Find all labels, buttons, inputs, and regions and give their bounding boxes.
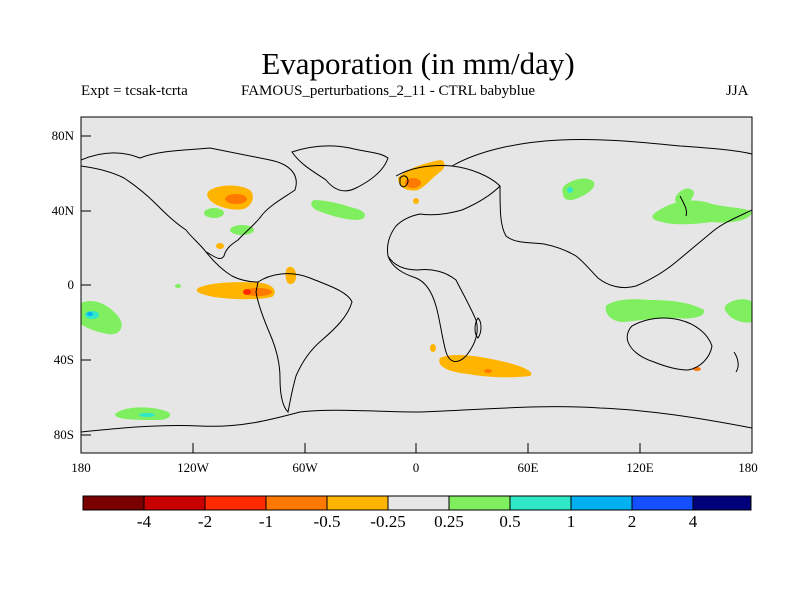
lat-label-0: 0 xyxy=(67,277,75,292)
colorbar-swatch-4 xyxy=(265,495,328,511)
anomaly-brazil-orange xyxy=(285,266,297,285)
coast-greenland xyxy=(291,145,389,192)
lat-label-40n: 40N xyxy=(51,203,74,218)
anomaly-nw-atlantic-green-small xyxy=(204,208,224,218)
coast-central-america xyxy=(205,251,259,283)
anomaly-mozambique-orange xyxy=(430,344,436,352)
colorbar-swatch-3 xyxy=(204,495,267,511)
colorbar-swatch-6 xyxy=(387,495,450,511)
colorbar-swatch-11 xyxy=(692,495,752,511)
lat-label-80s: 80S xyxy=(53,427,74,442)
chart-title: Evaporation (in mm/day) xyxy=(261,46,575,81)
anomaly-e-pacific-core xyxy=(244,288,272,296)
anomaly-gulf-green xyxy=(230,225,254,235)
anomaly-s-pacific-core2 xyxy=(87,312,93,316)
colorbar-swatch-8 xyxy=(509,495,572,511)
coast-new-zealand xyxy=(733,351,739,373)
coast-north-america xyxy=(81,147,297,259)
anomaly-w-pacific-green xyxy=(652,200,752,225)
colorbar-label-1: -4 xyxy=(136,512,152,531)
colorbar-label-8: 1 xyxy=(566,512,576,531)
lon-label-120e: 120E xyxy=(626,460,654,475)
anomaly-central-asia-green xyxy=(562,178,595,201)
anomaly-australia-orange xyxy=(693,367,701,371)
colorbar-label-10: 4 xyxy=(688,512,698,531)
anomaly-japan-green xyxy=(675,188,694,206)
lon-label-180w: 180 xyxy=(71,460,91,475)
anomaly-w-atlantic-green xyxy=(311,200,365,220)
axis-ticks xyxy=(80,135,753,453)
anomaly-indian-ocean-green xyxy=(605,299,705,322)
coastlines xyxy=(81,138,752,433)
anomaly-e-pacific-core2 xyxy=(243,289,251,295)
experiment-label: Expt = tcsak-tcrta xyxy=(81,83,188,99)
coast-south-america xyxy=(255,273,353,414)
lon-label-0: 0 xyxy=(412,460,420,475)
colorbar-swatch-9 xyxy=(570,495,633,511)
colorbar-label-4: -0.5 xyxy=(313,512,341,531)
coast-europe-africa xyxy=(387,165,501,362)
colorbar-label-2: -2 xyxy=(197,512,213,531)
coast-uk xyxy=(399,175,409,188)
season-label: JJA xyxy=(726,83,749,99)
coast-madagascar xyxy=(474,317,482,339)
coast-asia xyxy=(451,138,752,289)
anomaly-layer xyxy=(81,160,752,420)
lat-label-80n: 80N xyxy=(51,128,74,143)
anomaly-se-pacific-green-right xyxy=(724,299,752,323)
coast-japan xyxy=(679,195,687,217)
lon-label-60e: 60E xyxy=(517,460,539,475)
anomaly-gulf-small xyxy=(216,243,224,249)
colorbar-label-3: -1 xyxy=(258,512,274,531)
anomaly-nw-atlantic-core xyxy=(225,194,247,204)
colorbar xyxy=(82,495,752,511)
lon-label-60w: 60W xyxy=(292,460,318,475)
anomaly-central-asia-core xyxy=(567,187,573,193)
colorbar-label-9: 2 xyxy=(627,512,637,531)
colorbar-swatch-2 xyxy=(143,495,206,511)
lat-label-40s: 40S xyxy=(53,352,74,367)
anomaly-s-pacific-green xyxy=(81,300,122,335)
anomaly-s-indian-orange xyxy=(439,355,532,378)
colorbar-label-6: 0.25 xyxy=(434,512,464,531)
anomaly-s-indian-core xyxy=(484,369,492,373)
colorbar-label-7: 0.5 xyxy=(499,512,521,531)
colorbar-swatch-7 xyxy=(448,495,511,511)
lon-label-180e: 180 xyxy=(738,460,758,475)
coast-antarctica xyxy=(81,406,752,433)
colorbar-swatch-10 xyxy=(631,495,694,511)
coast-australia xyxy=(626,317,713,371)
colorbar-swatch-5 xyxy=(326,495,389,511)
colorbar-label-5: -0.25 xyxy=(370,512,406,531)
anomaly-southern-ocean-core xyxy=(139,413,155,417)
colorbar-swatch-1 xyxy=(82,495,145,511)
description-label: FAMOUS_perturbations_2_11 - CTRL babyblu… xyxy=(241,83,536,99)
anomaly-mexico-green xyxy=(175,284,181,288)
anomaly-iberia-orange xyxy=(413,198,419,204)
anomaly-north-sea-core xyxy=(405,178,421,188)
lon-label-120w: 120W xyxy=(177,460,209,475)
